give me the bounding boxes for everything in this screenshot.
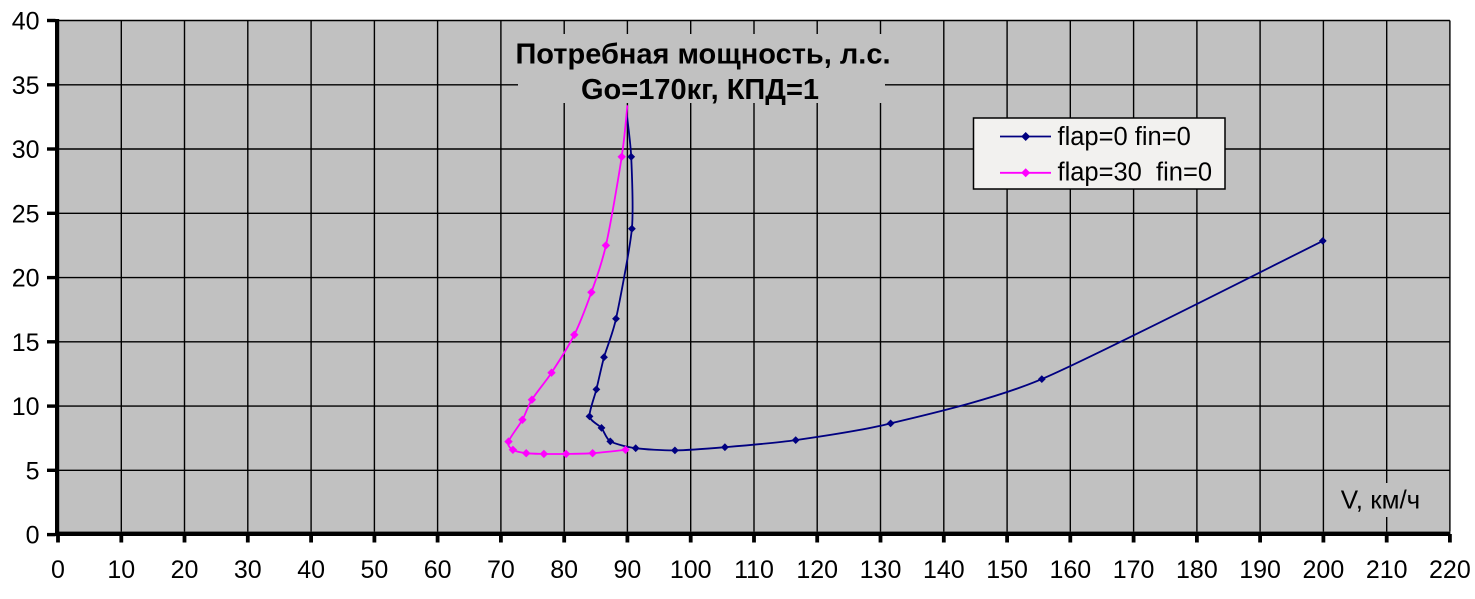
svg-text:20: 20 [12,265,40,293]
svg-text:110: 110 [734,556,774,584]
svg-text:120: 120 [796,556,838,584]
svg-text:25: 25 [12,200,40,228]
svg-text:180: 180 [1176,556,1218,584]
svg-text:40: 40 [12,8,40,36]
svg-text:35: 35 [12,72,40,100]
svg-text:Потребная мощность, л.с.: Потребная мощность, л.с. [515,39,890,71]
svg-text:50: 50 [360,556,388,584]
svg-text:140: 140 [923,556,965,584]
svg-text:70: 70 [487,556,515,584]
svg-text:160: 160 [1049,556,1091,584]
svg-text:15: 15 [12,329,40,357]
svg-text:60: 60 [424,556,452,584]
svg-text:V, км/ч: V, км/ч [1341,485,1420,515]
svg-text:100: 100 [670,556,712,584]
svg-text:40: 40 [297,556,325,584]
svg-text:190: 190 [1239,556,1281,584]
svg-text:5: 5 [26,457,40,485]
svg-text:220: 220 [1429,556,1471,584]
svg-text:90: 90 [613,556,641,584]
svg-text:80: 80 [550,556,578,584]
svg-text:200: 200 [1303,556,1345,584]
svg-text:150: 150 [986,556,1028,584]
svg-text:10: 10 [12,393,40,421]
svg-text:130: 130 [860,556,902,584]
svg-text:20: 20 [171,556,199,584]
svg-text:30: 30 [234,556,262,584]
svg-text:210: 210 [1366,556,1408,584]
svg-text:0: 0 [51,556,65,584]
svg-text:170: 170 [1113,556,1155,584]
svg-text:30: 30 [12,136,40,164]
svg-text:Go=170кг, КПД=1: Go=170кг, КПД=1 [581,74,819,106]
svg-text:0: 0 [26,522,40,550]
svg-text:10: 10 [107,556,135,584]
svg-text:flap=0 fin=0: flap=0 fin=0 [1058,123,1191,151]
svg-text:flap=30 fin=0: flap=30 fin=0 [1058,159,1213,187]
